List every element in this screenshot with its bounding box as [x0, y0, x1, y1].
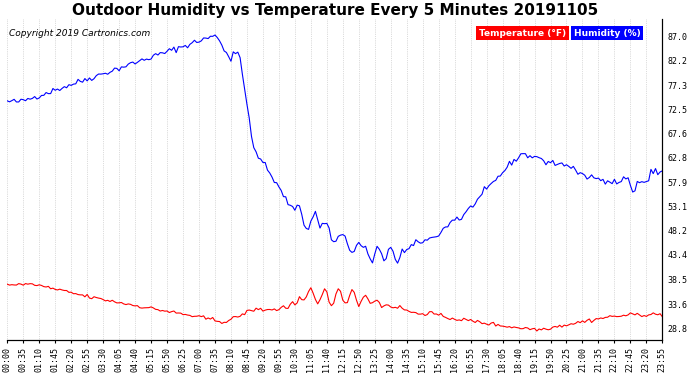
- Text: Temperature (°F): Temperature (°F): [479, 28, 566, 38]
- Text: Copyright 2019 Cartronics.com: Copyright 2019 Cartronics.com: [8, 28, 150, 38]
- Text: Humidity (%): Humidity (%): [574, 28, 641, 38]
- Title: Outdoor Humidity vs Temperature Every 5 Minutes 20191105: Outdoor Humidity vs Temperature Every 5 …: [72, 3, 598, 18]
